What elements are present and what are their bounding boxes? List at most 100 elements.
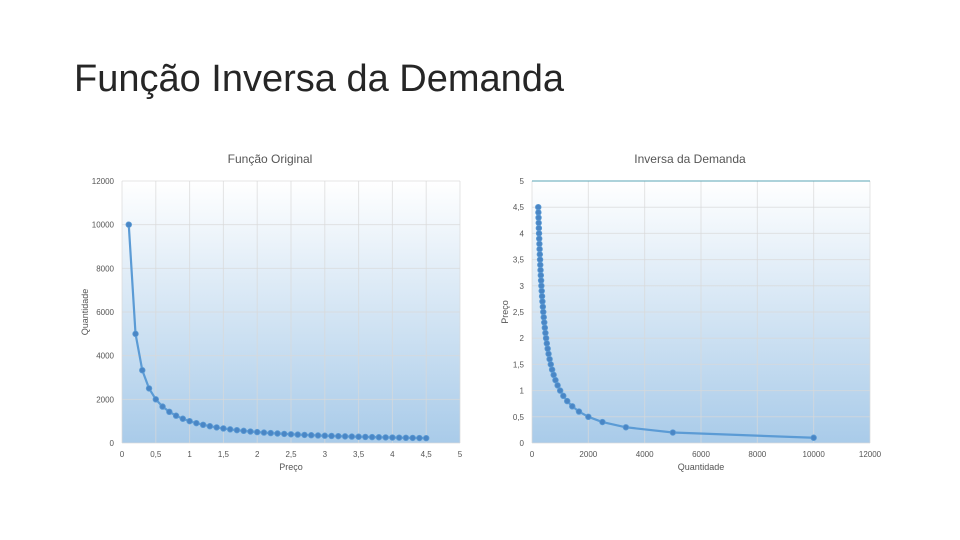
data-point	[535, 203, 542, 211]
y-axis-label: Quantidade	[80, 289, 90, 336]
data-point	[132, 330, 139, 338]
data-point	[564, 397, 571, 405]
x-tick-label: 0,5	[150, 450, 162, 459]
data-point	[543, 340, 551, 347]
x-tick-label: 10000	[803, 450, 826, 459]
data-point	[569, 403, 576, 410]
data-point	[172, 412, 180, 419]
x-axis-label: Preço	[279, 462, 303, 472]
data-point	[186, 417, 193, 425]
data-point	[247, 428, 254, 435]
data-point	[226, 426, 234, 433]
data-point	[125, 221, 132, 228]
data-point	[554, 382, 561, 389]
y-tick-label: 4,5	[513, 203, 525, 212]
x-tick-label: 3	[323, 450, 328, 459]
data-point	[206, 423, 214, 430]
chart-title: Inversa da Demanda	[634, 152, 746, 166]
data-point	[362, 433, 369, 441]
data-point	[536, 240, 543, 248]
data-point	[355, 433, 362, 440]
data-point	[375, 434, 383, 441]
y-tick-label: 4	[520, 229, 525, 238]
data-point	[599, 418, 606, 426]
x-tick-label: 0	[120, 450, 125, 459]
data-point	[540, 308, 547, 316]
data-point	[341, 433, 349, 440]
y-tick-label: 6000	[96, 308, 114, 317]
data-point	[535, 224, 543, 232]
data-point	[145, 385, 153, 392]
data-point	[669, 429, 677, 436]
data-point	[535, 230, 543, 237]
data-point	[260, 429, 268, 436]
data-point	[220, 425, 227, 432]
data-point	[308, 432, 315, 439]
x-tick-label: 4	[390, 450, 395, 459]
data-point	[166, 408, 173, 415]
data-point	[810, 434, 817, 441]
y-axis-label: Preço	[500, 300, 510, 324]
data-point	[535, 214, 542, 221]
data-point	[409, 434, 416, 442]
data-point	[536, 251, 544, 258]
x-tick-label: 5	[458, 450, 463, 459]
data-point	[314, 432, 322, 439]
data-point	[556, 387, 564, 394]
data-point	[545, 350, 552, 358]
data-point	[152, 396, 159, 403]
data-point	[535, 219, 542, 227]
data-point	[368, 433, 376, 441]
y-tick-label: 5	[520, 177, 525, 186]
data-point	[546, 355, 553, 363]
data-point	[179, 415, 187, 422]
x-tick-label: 12000	[859, 450, 882, 459]
x-tick-label: 2	[255, 450, 260, 459]
data-point	[538, 287, 545, 295]
data-point	[542, 335, 550, 342]
y-tick-label: 1,5	[513, 360, 525, 369]
data-point	[382, 434, 389, 441]
data-point	[548, 366, 556, 373]
x-tick-label: 3,5	[353, 450, 365, 459]
data-point	[294, 431, 301, 438]
chart-title: Função Original	[228, 152, 313, 166]
data-point	[321, 432, 328, 439]
y-tick-label: 1	[520, 387, 525, 396]
data-point	[233, 426, 241, 434]
x-tick-label: 1,5	[218, 450, 230, 459]
data-point	[539, 298, 546, 305]
y-tick-label: 0	[520, 439, 525, 448]
data-point	[539, 303, 547, 310]
data-point	[537, 272, 545, 279]
data-point	[281, 430, 288, 438]
x-tick-label: 1	[187, 450, 192, 459]
data-point	[416, 434, 423, 442]
y-tick-label: 2,5	[513, 308, 525, 317]
y-tick-label: 3	[520, 282, 525, 291]
data-point	[328, 432, 335, 440]
data-point	[213, 424, 220, 431]
data-point	[541, 324, 549, 331]
data-point	[389, 434, 396, 441]
y-tick-label: 12000	[92, 177, 115, 186]
data-point	[423, 434, 430, 442]
data-point	[547, 361, 554, 368]
data-point	[541, 319, 548, 326]
data-point	[159, 403, 166, 410]
y-tick-label: 2	[520, 334, 525, 343]
y-tick-label: 0,5	[513, 413, 525, 422]
data-point	[335, 432, 342, 440]
data-point	[254, 428, 261, 436]
y-tick-label: 4000	[96, 352, 114, 361]
data-point	[536, 235, 543, 242]
data-point	[575, 408, 583, 415]
y-tick-label: 8000	[96, 264, 114, 273]
data-point	[542, 329, 549, 337]
data-point	[402, 434, 410, 441]
x-tick-label: 2,5	[285, 450, 297, 459]
data-point	[537, 261, 544, 269]
data-point	[199, 421, 207, 429]
